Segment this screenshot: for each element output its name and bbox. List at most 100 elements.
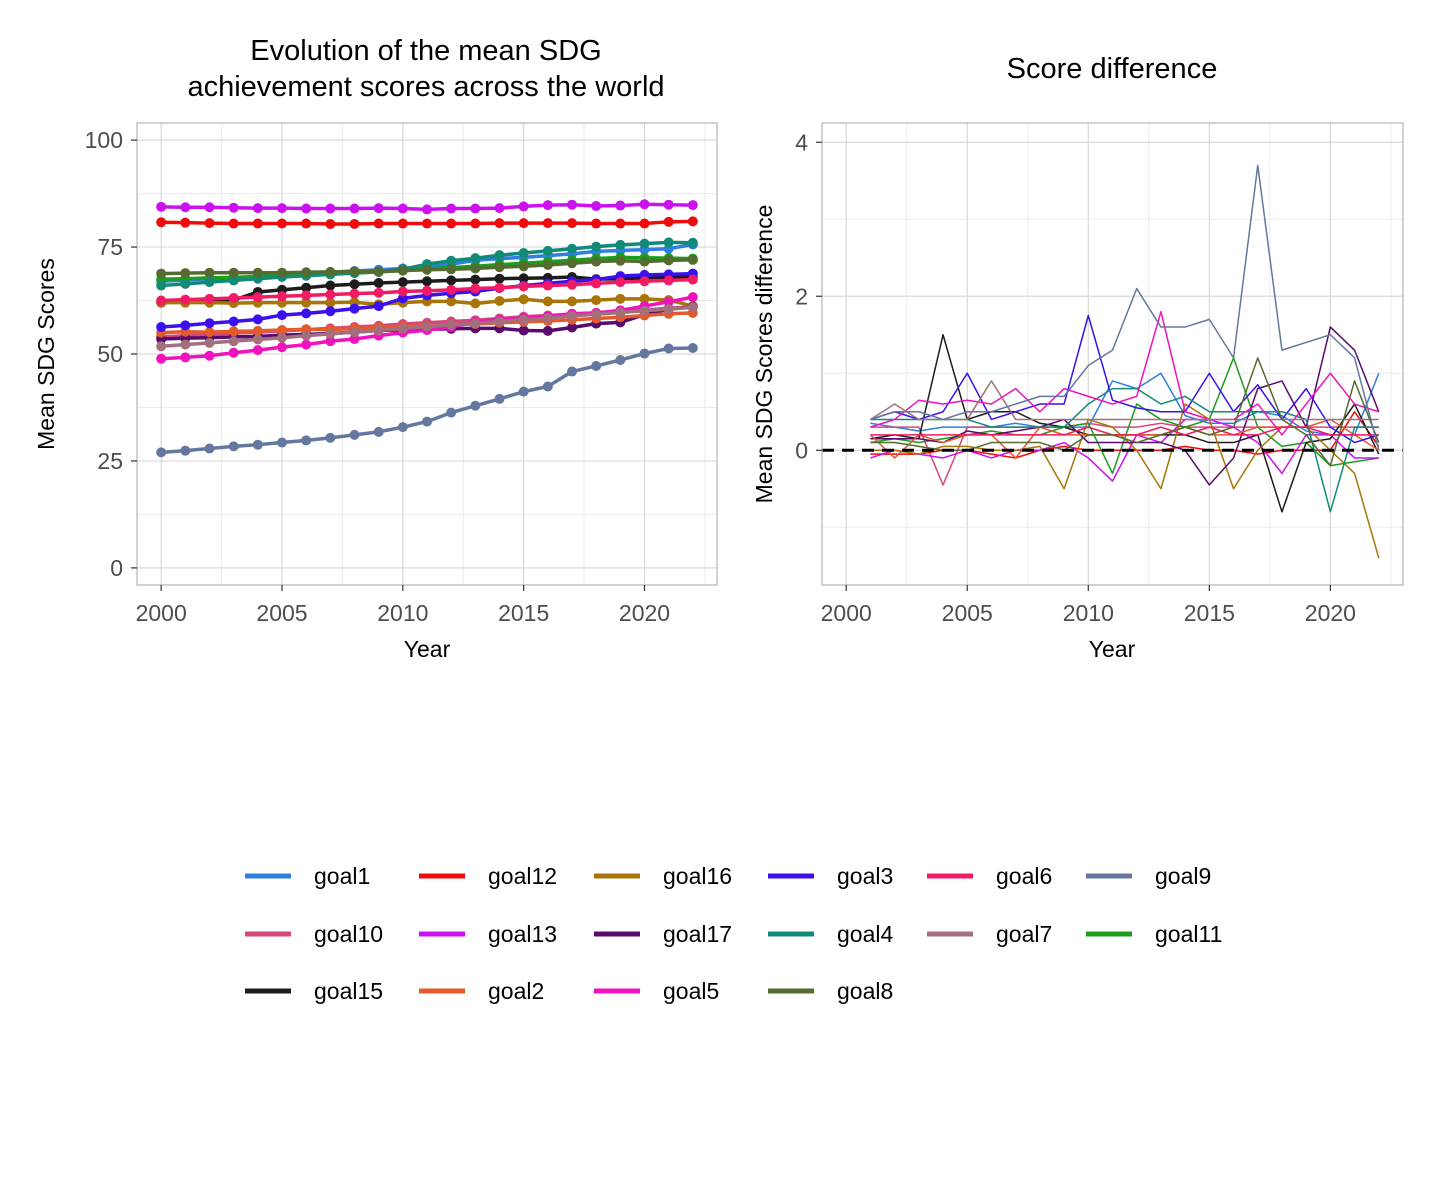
left-point-goal4 (180, 278, 191, 289)
left-point-goal8 (687, 254, 698, 265)
legend-label-goal1: goal1 (314, 863, 370, 889)
left-point-goal7 (663, 304, 674, 315)
left-point-goal6 (349, 288, 360, 299)
left-point-goal8 (494, 262, 505, 273)
left-point-goal16 (542, 296, 553, 307)
left-point-goal6 (156, 295, 167, 306)
legend-label-goal12: goal12 (488, 863, 557, 889)
left-point-goal4 (518, 248, 529, 259)
right-series-group (869, 164, 1380, 559)
left-point-goal4 (228, 275, 239, 286)
left-point-goal12 (663, 216, 674, 227)
left-point-goal15 (397, 277, 408, 288)
left-point-goal6 (204, 293, 215, 304)
legend-label-goal3: goal3 (837, 863, 893, 889)
right-y-axis-title: Mean SDG Scores difference (751, 205, 777, 504)
legend-label-goal2: goal2 (488, 978, 544, 1004)
right-series-line-goal13 (870, 418, 1379, 482)
left-point-goal8 (228, 267, 239, 278)
left-point-goal12 (180, 217, 191, 228)
left-point-goal6 (470, 283, 481, 294)
left-point-goal6 (422, 285, 432, 296)
right-series-line-goal7 (870, 380, 1379, 421)
right-x-tick-label: 2020 (1305, 600, 1356, 626)
legend-label-goal8: goal8 (837, 978, 893, 1004)
left-point-goal17 (567, 322, 577, 333)
left-point-goal15 (301, 282, 312, 293)
left-point-goal7 (639, 305, 650, 316)
left-point-goal13 (615, 200, 626, 211)
left-point-goal15 (446, 275, 457, 286)
left-point-goal8 (156, 268, 167, 279)
left-point-goal12 (542, 218, 553, 229)
left-x-tick-label: 2005 (256, 600, 307, 626)
right-panel: Score difference 2000 2005 2010 2015 2020 0 2 4… (751, 53, 1404, 662)
left-point-goal2 (252, 325, 263, 336)
left-point-goal4 (663, 237, 674, 248)
left-point-goal13 (639, 199, 650, 210)
left-point-goal12 (422, 218, 432, 229)
left-point-goal12 (204, 218, 215, 229)
right-y-tick-label: 0 (795, 437, 808, 463)
left-point-goal8 (591, 256, 602, 267)
left-point-goal7 (542, 313, 553, 324)
left-point-goal8 (301, 267, 312, 278)
left-point-goal7 (687, 302, 698, 313)
legend-label-goal16: goal16 (663, 863, 732, 889)
legend-label-goal4: goal4 (837, 921, 893, 947)
left-point-goal2 (277, 325, 287, 336)
left-point-goal6 (494, 282, 505, 293)
left-point-goal9 (252, 439, 263, 450)
left-point-goal9 (277, 437, 287, 448)
left-point-goal7 (567, 310, 577, 321)
right-tick-labels: 2000 2005 2010 2015 2020 0 2 4 (795, 129, 1356, 626)
left-point-goal12 (615, 218, 626, 229)
left-point-goal13 (301, 203, 312, 214)
left-point-goal15 (470, 274, 481, 285)
left-point-goal13 (373, 203, 384, 214)
left-point-goal12 (325, 218, 336, 229)
left-point-goal3 (373, 301, 384, 312)
right-gridlines (822, 123, 1403, 585)
right-series-line-goal8 (870, 357, 1380, 467)
legend-label-goal5: goal5 (663, 978, 719, 1004)
left-point-goal4 (687, 237, 698, 248)
right-x-axis-title: Year (1089, 636, 1136, 662)
left-chart-title-line-2: achievement scores across the world (187, 71, 664, 103)
left-point-goal9 (204, 443, 215, 454)
legend-label-goal13: goal13 (488, 921, 557, 947)
legend-label-goal15: goal15 (314, 978, 383, 1004)
left-point-goal7 (180, 339, 191, 350)
left-point-goal4 (639, 238, 650, 249)
left-point-goal17 (518, 325, 529, 336)
left-point-goal8 (518, 261, 529, 272)
left-point-goal4 (615, 239, 626, 250)
left-point-goal9 (180, 445, 191, 456)
left-point-goal6 (252, 292, 263, 303)
left-point-goal9 (591, 360, 602, 371)
left-point-goal8 (470, 263, 481, 274)
left-point-goal2 (228, 326, 239, 337)
left-point-goal5 (325, 336, 336, 347)
left-point-goal3 (180, 320, 191, 331)
left-point-goal8 (542, 260, 553, 271)
left-point-goal6 (542, 280, 553, 291)
right-y-tick-label: 2 (795, 283, 808, 309)
left-point-goal6 (397, 286, 408, 297)
left-point-goal7 (277, 332, 287, 343)
left-point-goal13 (591, 200, 602, 211)
left-point-goal5 (663, 296, 674, 307)
left-point-goal9 (373, 426, 384, 437)
left-point-goal12 (687, 216, 698, 227)
left-point-goal8 (180, 268, 191, 279)
left-point-goal3 (277, 310, 287, 321)
left-point-goal12 (518, 218, 529, 229)
left-point-goal15 (349, 279, 360, 290)
left-point-goal13 (470, 203, 481, 214)
left-point-goal15 (494, 273, 505, 284)
left-x-tick-label: 2010 (377, 600, 428, 626)
left-point-goal7 (591, 309, 602, 320)
left-point-goal7 (228, 336, 239, 347)
left-point-goal8 (397, 265, 408, 276)
left-point-goal12 (349, 218, 360, 229)
